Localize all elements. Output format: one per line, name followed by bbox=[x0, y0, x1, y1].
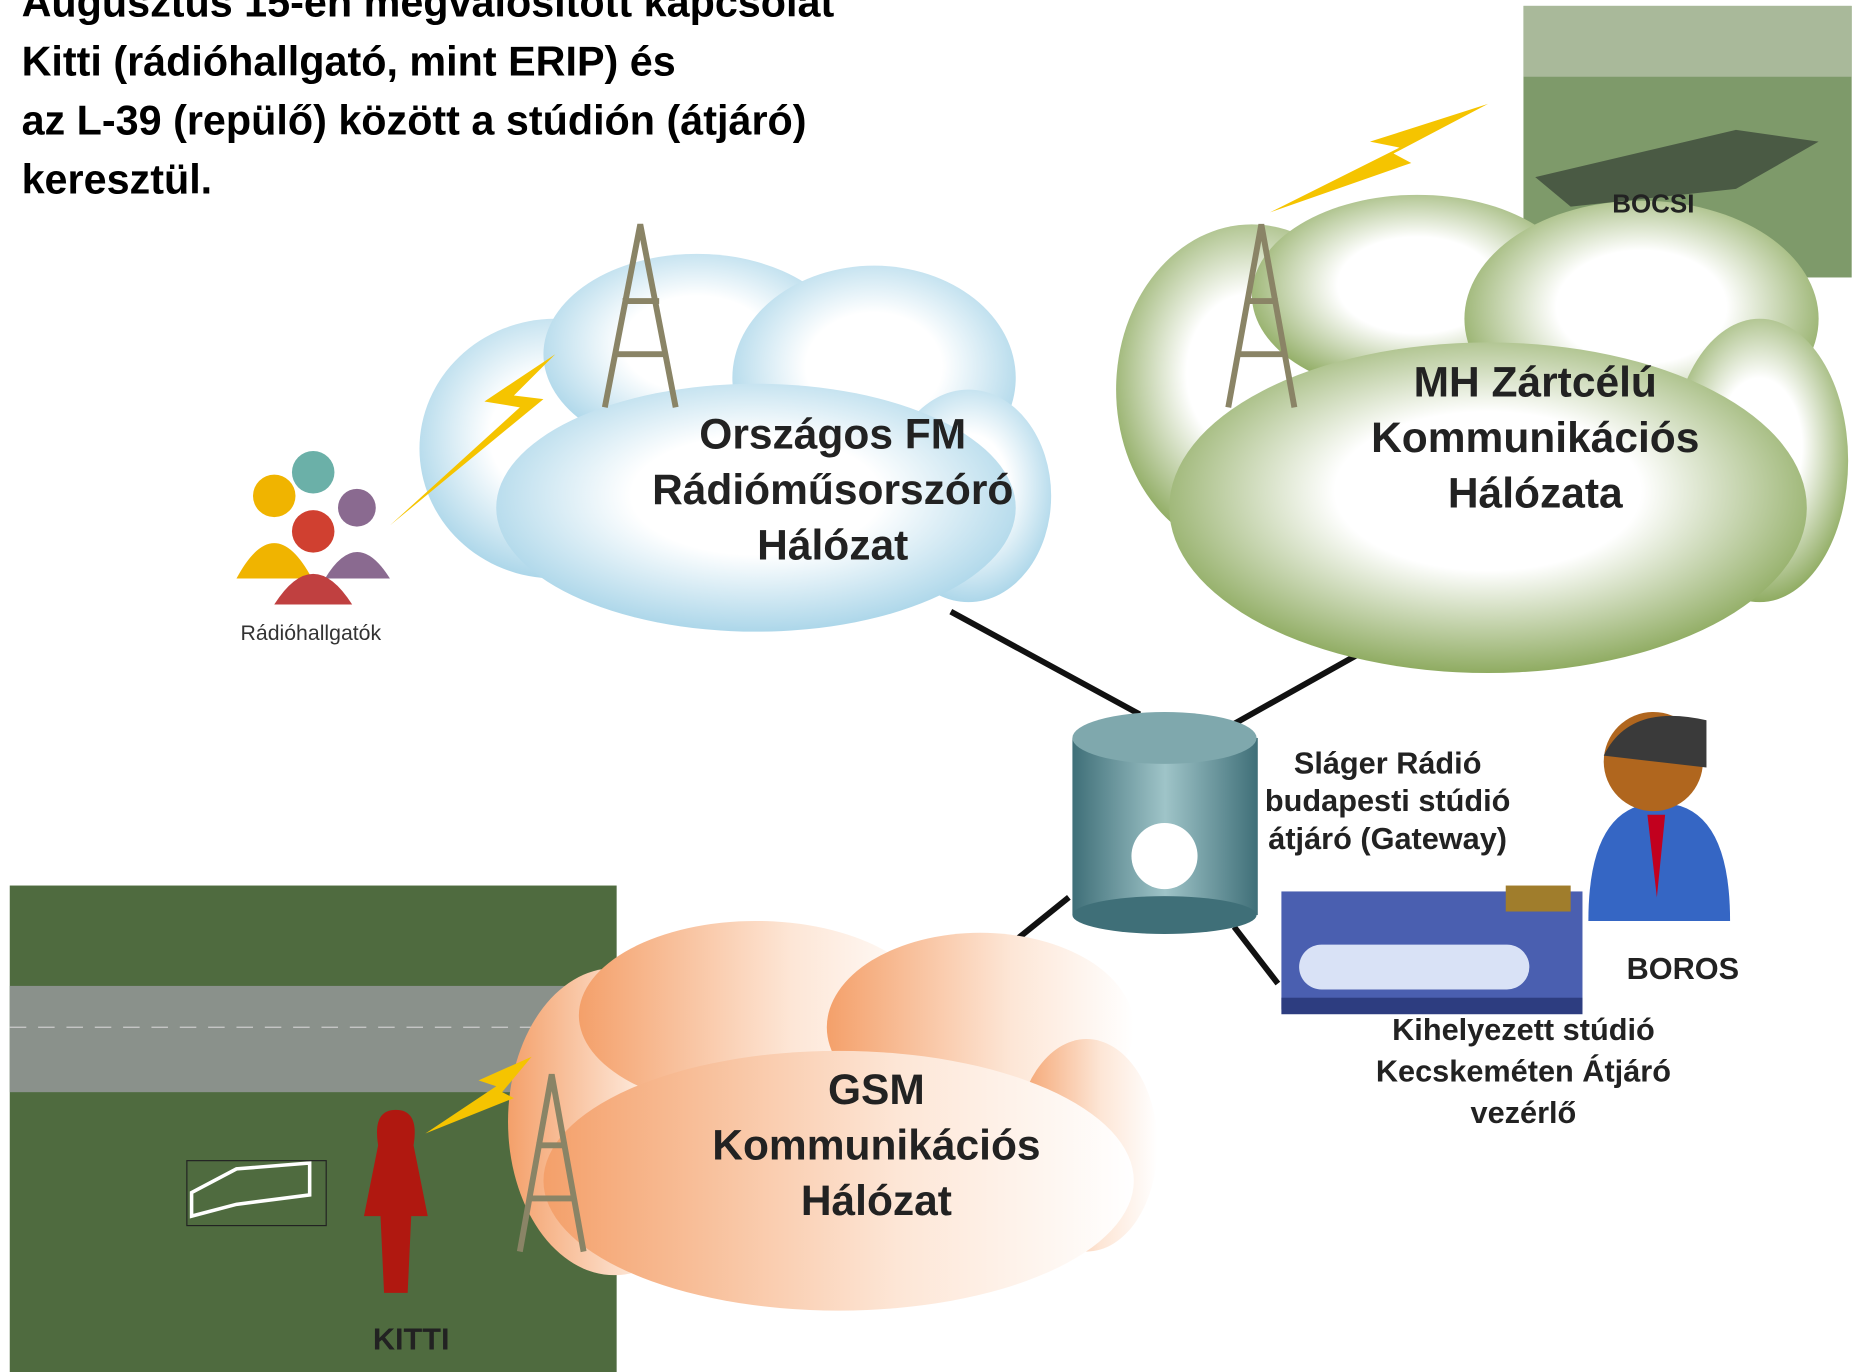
announcer-label: BOROS bbox=[1627, 951, 1740, 986]
title-line: Kitti (rádióhallgató, mint ERIP) és bbox=[22, 39, 676, 85]
cloud-label: Kommunikációs bbox=[1371, 415, 1699, 462]
listeners-icon bbox=[236, 451, 389, 604]
cloud-gsm bbox=[508, 921, 1157, 1311]
diagram: Augusztus 15-én megvalósított kapcsolat … bbox=[0, 0, 1852, 1372]
controller-label: Kecskeméten Átjáró bbox=[1376, 1054, 1671, 1089]
gateway-label: átjáró (Gateway) bbox=[1268, 821, 1507, 856]
page: Augusztus 15-én megvalósított kapcsolat … bbox=[0, 0, 1852, 1372]
cloud-label: Hálózata bbox=[1448, 471, 1623, 518]
title: Augusztus 15-én megvalósított kapcsolat … bbox=[22, 0, 835, 203]
cloud-label: Kommunikációs bbox=[712, 1122, 1040, 1169]
cloud-label: MH Zártcélú bbox=[1414, 360, 1657, 407]
gateway-router bbox=[1072, 712, 1257, 934]
title-line: keresztül. bbox=[22, 157, 213, 203]
cloud-label: Hálózat bbox=[801, 1178, 952, 1225]
caller-label: KITTI bbox=[373, 1322, 450, 1357]
cloud-label: Országos FM bbox=[699, 412, 966, 459]
cloud-label: Hálózat bbox=[757, 523, 908, 570]
cloud-label: GSM bbox=[828, 1067, 925, 1114]
title-line: Augusztus 15-én megvalósított kapcsolat bbox=[22, 0, 835, 26]
pilot-label: BOCSI bbox=[1612, 189, 1694, 219]
listeners-label: Rádióhallgatók bbox=[241, 621, 382, 645]
gateway-label: budapesti stúdió bbox=[1265, 783, 1511, 818]
controller-label: vezérlő bbox=[1471, 1095, 1577, 1130]
title-line: az L-39 (repülő) között a stúdión (átjár… bbox=[22, 98, 807, 144]
cloud-label: Rádióműsorszóró bbox=[652, 467, 1013, 514]
gateway-label: Sláger Rádió bbox=[1294, 745, 1482, 780]
controller-label: Kihelyezett stúdió bbox=[1392, 1012, 1655, 1047]
